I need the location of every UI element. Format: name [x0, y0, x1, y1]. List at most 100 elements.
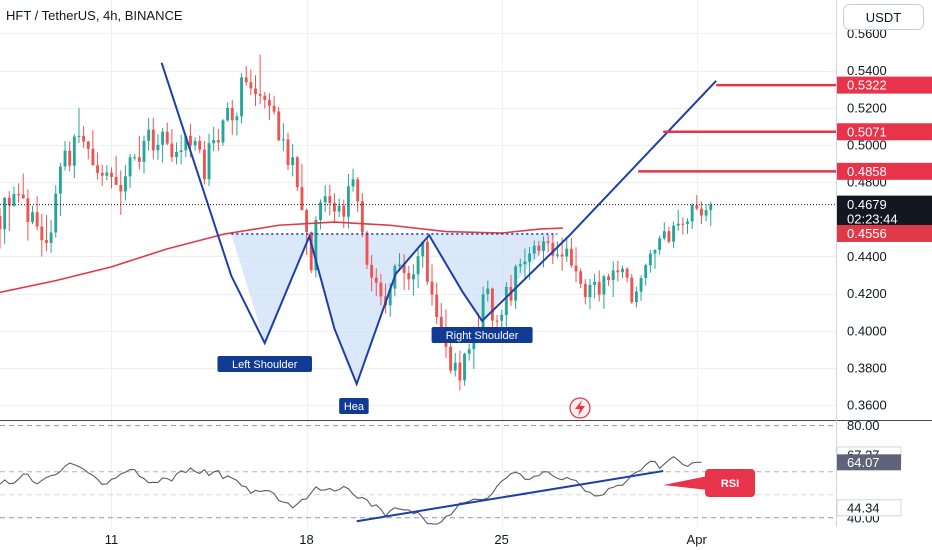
candle [254, 75, 257, 107]
candle [207, 133, 211, 187]
candle [72, 134, 76, 179]
candle [45, 215, 48, 252]
candle [226, 102, 230, 122]
target-badge-3: 0.4858 [837, 162, 932, 180]
candle [147, 118, 151, 151]
candle [569, 238, 573, 268]
svg-text:Right Shoulder: Right Shoulder [446, 330, 519, 342]
candle [281, 123, 285, 151]
candle [235, 112, 239, 136]
pattern-line[interactable] [160, 62, 717, 387]
candle [700, 201, 703, 224]
candle [411, 264, 415, 296]
candle [583, 279, 587, 305]
candle [49, 220, 53, 253]
candle [658, 235, 662, 255]
candle [309, 231, 313, 274]
candle [425, 237, 429, 285]
x-tick-label: Apr [687, 532, 708, 547]
candle [588, 278, 592, 310]
candle [360, 193, 364, 238]
candle [523, 248, 527, 278]
candle [518, 258, 522, 273]
lightning-icon[interactable] [569, 397, 591, 419]
candle [333, 193, 336, 224]
svg-text:64.07: 64.07 [847, 455, 880, 470]
candle [346, 173, 350, 229]
candle [532, 240, 536, 260]
candle [193, 137, 197, 151]
y-tick-label: 0.5000 [847, 137, 887, 152]
candle [379, 273, 383, 306]
candle [156, 134, 160, 160]
candle [621, 265, 624, 279]
candle [463, 352, 466, 386]
target-lines[interactable] [638, 83, 836, 173]
candle [249, 69, 253, 95]
candle [91, 130, 95, 166]
y-tick-label: 0.3800 [847, 360, 887, 375]
candle [337, 198, 341, 218]
x-tick-label: 18 [299, 532, 313, 547]
candle [351, 168, 355, 192]
candle [593, 273, 597, 299]
candle [86, 140, 90, 160]
candle [611, 261, 615, 297]
rsi-callout[interactable]: RSI [663, 469, 756, 498]
candle [63, 141, 67, 171]
candle [123, 165, 127, 201]
candle [449, 338, 453, 374]
candle [625, 267, 629, 283]
candle [695, 195, 699, 211]
candle [681, 217, 685, 235]
candle [407, 265, 411, 291]
candle [300, 163, 304, 211]
candle [662, 222, 666, 241]
candle [216, 128, 220, 151]
candle [198, 135, 202, 154]
candle [77, 108, 81, 143]
candle [537, 240, 541, 256]
candle [221, 118, 225, 146]
head-and-shoulders-pattern[interactable]: Left Shoulder Hea Right Shoulder [160, 62, 717, 414]
candle [12, 186, 16, 208]
candle [0, 208, 2, 249]
candle [630, 273, 634, 305]
svg-text:0.4679: 0.4679 [847, 197, 887, 212]
candle [574, 247, 578, 283]
candle [616, 260, 620, 282]
candle [365, 230, 369, 270]
candle [342, 199, 346, 229]
candle [551, 234, 555, 265]
rsi-tick-label: 80.00 [847, 418, 880, 433]
candle [40, 214, 44, 257]
candle [686, 218, 689, 234]
candle [323, 185, 327, 213]
candle [453, 352, 457, 377]
candle [435, 282, 439, 324]
candle [639, 275, 643, 301]
svg-text:0.4556: 0.4556 [847, 226, 887, 241]
candle [546, 235, 550, 253]
candle [17, 183, 21, 203]
candle [258, 54, 262, 105]
moving-average [0, 221, 563, 294]
candle [504, 282, 508, 327]
candle [644, 263, 648, 286]
rsi-marker: 44.34 [836, 499, 902, 517]
rsi-trendline[interactable] [356, 470, 664, 523]
head-label[interactable]: Hea [339, 397, 369, 414]
currency-button[interactable]: USDT [843, 4, 924, 30]
time-axis-ticks: 11 18 25 Apr [105, 532, 708, 547]
candle [175, 142, 178, 165]
ma-line [0, 221, 563, 294]
candle [291, 144, 295, 177]
right-shoulder-label[interactable]: Right Shoulder [431, 326, 533, 343]
y-tick-label: 0.5400 [847, 63, 887, 78]
left-shoulder-label[interactable]: Left Shoulder [217, 356, 312, 373]
candle [58, 162, 62, 217]
candle [319, 199, 322, 230]
candle [137, 135, 141, 170]
